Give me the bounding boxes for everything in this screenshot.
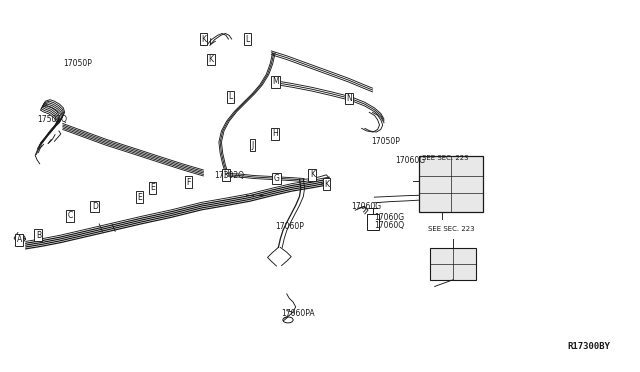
Text: H: H <box>273 129 278 138</box>
Text: C: C <box>68 211 73 220</box>
Text: K: K <box>201 35 206 44</box>
Text: G: G <box>273 174 280 183</box>
Text: 17302Q: 17302Q <box>214 171 244 180</box>
Text: K: K <box>324 180 329 189</box>
Text: 17060PA: 17060PA <box>282 309 316 318</box>
Text: 17050P: 17050P <box>371 137 400 146</box>
Bar <box>367 214 379 230</box>
Text: L: L <box>228 92 232 101</box>
Text: 17060G: 17060G <box>374 213 404 222</box>
Text: B: B <box>36 231 41 240</box>
Text: SEE SEC. 223: SEE SEC. 223 <box>422 155 469 161</box>
Text: 17060G: 17060G <box>351 202 381 211</box>
Bar <box>419 156 483 212</box>
Text: J: J <box>252 141 254 150</box>
Text: 17050P: 17050P <box>63 59 92 68</box>
Text: 17060Q: 17060Q <box>374 221 404 230</box>
Text: R17300BY: R17300BY <box>567 342 611 351</box>
Text: D: D <box>92 202 98 211</box>
Text: 17060P: 17060P <box>275 222 304 231</box>
Text: E: E <box>150 183 155 192</box>
Text: K: K <box>209 55 214 64</box>
Text: A: A <box>17 235 22 244</box>
Text: L: L <box>245 35 249 44</box>
Text: F: F <box>187 178 191 187</box>
Bar <box>430 248 476 280</box>
Text: 17502Q: 17502Q <box>37 115 67 124</box>
Text: 17060G: 17060G <box>396 156 426 165</box>
Text: N: N <box>346 94 351 103</box>
Text: SEE SEC. 223: SEE SEC. 223 <box>428 226 474 232</box>
Text: E: E <box>137 193 142 202</box>
Text: K: K <box>310 170 315 179</box>
Text: H: H <box>223 170 228 179</box>
Text: M: M <box>272 77 278 86</box>
